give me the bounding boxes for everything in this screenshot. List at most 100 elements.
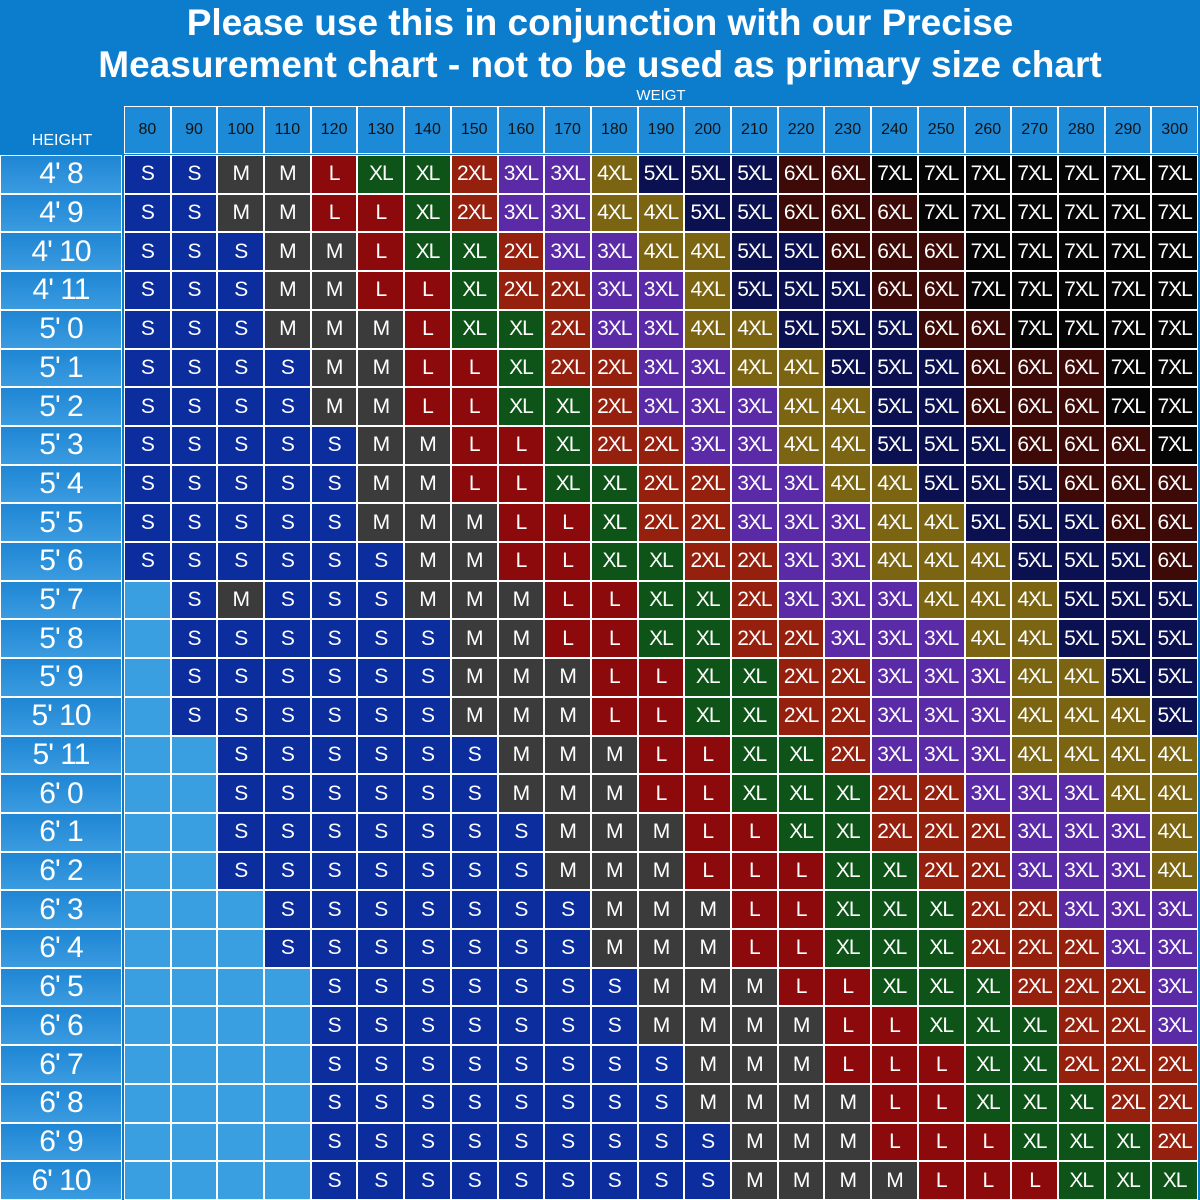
size-cell: XL [637,542,685,581]
size-cell: XL [777,812,825,852]
size-cell: M [777,1122,825,1162]
empty-cell [170,1083,218,1123]
size-cell: 3XL [824,580,872,620]
size-cell: 2XL [497,232,545,272]
size-cell: XL [684,619,732,659]
size-cell: 2XL [1151,1045,1198,1084]
size-cell: 4XL [1057,735,1105,775]
empty-cell [124,1045,171,1084]
size-cell: M [544,735,591,775]
size-cell: 3XL [871,580,918,620]
size-cell: 2XL [1104,967,1152,1007]
size-cell: 3XL [871,735,918,775]
size-cell: S [124,464,171,504]
size-cell: 2XL [1151,1083,1198,1123]
size-cell: 3XL [731,425,778,465]
empty-cell [124,658,171,697]
size-cell: XL [824,774,872,813]
size-cell: XL [590,503,638,543]
size-cell: S [170,425,218,465]
size-cell: 7XL [1151,309,1198,349]
size-cell: 5XL [684,193,732,233]
size-cell: S [404,967,451,1007]
size-cell: S [310,890,358,930]
empty-cell [264,1083,311,1123]
size-cell: 4XL [731,348,778,388]
size-cell: 3XL [917,735,965,775]
size-cell: 4XL [637,193,685,233]
empty-cell [170,1161,218,1200]
size-cell: S [310,929,358,968]
size-cell: S [684,1161,732,1200]
size-cell: 6XL [871,193,918,233]
size-cell: S [637,1122,685,1162]
size-cell: S [310,542,358,581]
size-cell: S [357,929,405,968]
size-cell: S [357,735,405,775]
size-cell: 7XL [1151,155,1198,194]
size-cell: S [217,348,265,388]
size-cell: S [170,542,218,581]
size-cell: XL [1104,1161,1152,1200]
size-cell: 4XL [590,155,638,194]
size-cell: M [264,309,311,349]
size-cell: S [450,1006,498,1046]
empty-cell [170,1006,218,1046]
size-cell: 3XL [544,193,591,233]
size-cell: XL [450,232,498,272]
size-cell: 4XL [1104,774,1152,813]
size-cell: 4XL [824,425,872,465]
size-cell: 5XL [1104,542,1152,581]
size-cell: S [264,851,311,891]
size-cell: M [731,1122,778,1162]
size-cell: M [404,542,451,581]
empty-cell [124,812,171,852]
empty-cell [170,890,218,930]
size-cell: M [544,774,591,813]
size-cell: 6XL [777,155,825,194]
size-cell: S [450,735,498,775]
size-cell: S [450,774,498,813]
size-cell: 7XL [1057,232,1105,272]
empty-cell [170,812,218,852]
size-cell: M [590,774,638,813]
size-cell: 2XL [684,464,732,504]
size-cell: S [170,619,218,659]
size-cell: S [264,580,311,620]
weight-header: 280 [1057,106,1105,154]
size-cell: S [310,812,358,852]
size-cell: 2XL [544,271,591,310]
size-cell: S [310,658,358,697]
size-cell: L [497,464,545,504]
size-cell: 4XL [824,387,872,426]
size-cell: 6XL [824,155,872,194]
size-cell: S [170,658,218,697]
size-cell: XL [964,1045,1012,1084]
size-cell: S [124,387,171,426]
size-cell: S [590,1006,638,1046]
empty-cell [217,890,265,930]
size-cell: L [544,580,591,620]
size-cell: S [310,774,358,813]
height-cell: 5' 11 [0,735,122,775]
height-cell: 4' 10 [0,232,122,272]
size-cell: S [450,1083,498,1123]
size-cell: 7XL [964,193,1012,233]
size-cell: S [590,1122,638,1162]
size-cell: 5XL [1057,619,1105,659]
size-cell: M [404,580,451,620]
size-cell: M [824,1161,872,1200]
size-cell: S [124,155,171,194]
size-cell: XL [590,464,638,504]
size-cell: S [170,696,218,736]
size-cell: 2XL [544,309,591,349]
size-cell: S [264,619,311,659]
size-cell: S [217,387,265,426]
weight-header: 90 [170,106,218,154]
size-cell: M [544,658,591,697]
size-cell: 2XL [544,348,591,388]
size-cell: M [497,658,545,697]
size-cell: XL [684,658,732,697]
size-cell: XL [450,309,498,349]
empty-cell [217,929,265,968]
